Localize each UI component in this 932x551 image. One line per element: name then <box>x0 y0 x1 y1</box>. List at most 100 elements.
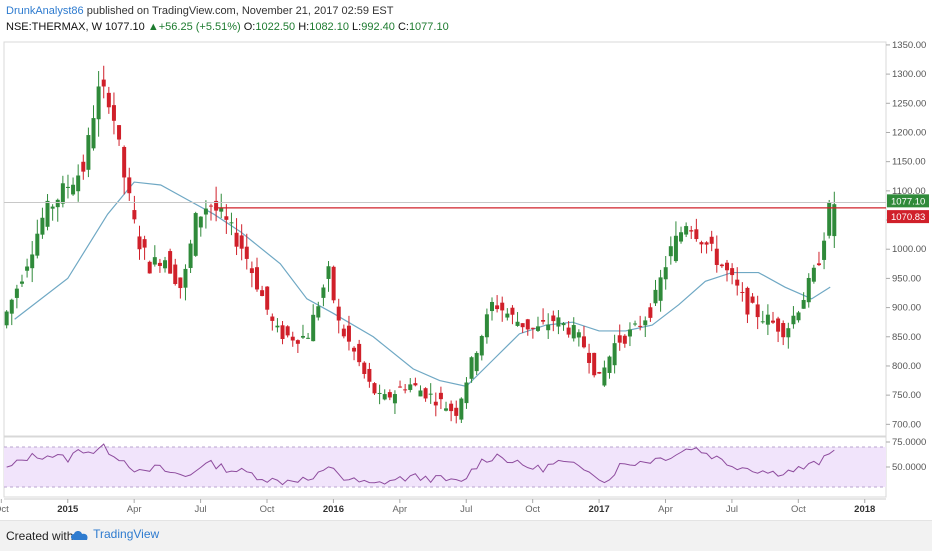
candle-body <box>152 257 157 265</box>
candle-body <box>45 200 50 227</box>
candle-body <box>781 323 786 338</box>
candle-body <box>725 262 730 271</box>
candle-body <box>168 251 173 274</box>
candle-body <box>398 386 403 388</box>
resistance-tag-bg <box>887 210 929 224</box>
candle-body <box>290 336 295 341</box>
candle-body <box>311 314 316 342</box>
candle-body <box>617 335 622 343</box>
candle-body <box>127 177 132 194</box>
candle-body <box>587 352 592 363</box>
candle-body <box>633 323 638 325</box>
change-value: +56.25 (+5.51%) <box>158 21 241 33</box>
candle-body <box>265 286 270 310</box>
footer-bar: Created with TradingView <box>0 520 932 551</box>
candle-body <box>86 135 91 170</box>
candle-body <box>331 266 336 301</box>
time-tick-label: Jul <box>460 504 472 515</box>
candle-body <box>163 260 168 269</box>
candle-body <box>403 389 408 391</box>
candle-body <box>530 327 535 329</box>
candle-body <box>699 242 704 245</box>
candle-body <box>459 398 464 420</box>
candle-body <box>111 105 116 121</box>
candle-body <box>449 403 454 412</box>
rsi-tick-label: 75.0000 <box>892 437 926 448</box>
candle-body <box>806 277 811 303</box>
candle-body <box>117 125 122 140</box>
candle-body <box>827 202 832 236</box>
candle-body <box>668 246 673 257</box>
candle-body <box>500 302 505 311</box>
candle-body <box>535 326 540 331</box>
price-tick-label: 850.00 <box>892 332 921 343</box>
price-tick-label: 1100.00 <box>892 186 926 197</box>
candle-body <box>561 323 566 326</box>
rsi-tick-label: 50.0000 <box>892 462 926 473</box>
candle-body <box>770 320 775 323</box>
candle-body <box>776 318 781 332</box>
candle-body <box>643 320 648 326</box>
candle-body <box>81 161 86 172</box>
tradingview-brand: TradingView <box>93 527 160 541</box>
candle-body <box>454 407 459 416</box>
candle-body <box>326 266 331 279</box>
candle-body <box>576 332 581 338</box>
price-tick-label: 750.00 <box>892 390 921 401</box>
candle-body <box>285 326 290 336</box>
candle-body <box>14 288 19 298</box>
close-label: C: <box>397 21 409 33</box>
candle-body <box>505 313 510 318</box>
candle-body <box>387 392 392 398</box>
candle-body <box>551 315 556 322</box>
candle-body <box>244 246 249 259</box>
candle-body <box>653 289 658 304</box>
candle-body <box>275 325 280 328</box>
candle-body <box>392 394 397 404</box>
candle-body <box>198 216 203 228</box>
candle-body <box>444 408 449 411</box>
candle-body <box>597 372 602 374</box>
candle-body <box>122 146 127 178</box>
chart-canvas[interactable]: 700.00 750.00 800.00 850.00 900.00 950.00 1000… <box>0 0 932 520</box>
last-price: 1077.10 <box>105 21 145 33</box>
created-with-text: Created with <box>6 529 74 543</box>
candle-body <box>745 287 750 315</box>
low-label: L: <box>352 21 362 33</box>
candle-body <box>9 299 14 314</box>
up-arrow-icon: ▲ <box>147 21 159 33</box>
high-value: 1082.10 <box>309 21 349 33</box>
candle-body <box>423 388 428 399</box>
candle-body <box>592 352 597 376</box>
candle-body <box>765 314 770 325</box>
tradingview-logo[interactable]: TradingView <box>70 527 159 541</box>
time-tick-label: Jul <box>195 504 207 515</box>
candle-body <box>300 335 305 338</box>
candle-body <box>60 183 65 204</box>
candle-body <box>433 401 438 406</box>
candle-body <box>602 367 607 386</box>
candle-body <box>418 390 423 397</box>
time-tick-label: 2018 <box>854 504 875 515</box>
price-tick-label: 1250.00 <box>892 98 926 109</box>
candle-body <box>270 316 275 321</box>
candle-body <box>352 347 357 352</box>
candle-body <box>147 261 152 274</box>
candle-body <box>786 328 791 338</box>
candle-body <box>219 207 224 212</box>
price-tick-label: 800.00 <box>892 361 921 372</box>
candle-body <box>525 319 530 330</box>
candle-body <box>673 235 678 262</box>
candle-body <box>413 383 418 386</box>
candle-body <box>357 343 362 363</box>
open-label: O: <box>243 21 256 33</box>
price-tick-label: 900.00 <box>892 303 921 314</box>
author-link[interactable]: DrunkAnalyst86 <box>6 5 84 17</box>
candle-body <box>71 184 76 195</box>
close-value: 1077.10 <box>408 21 449 33</box>
candle-body <box>173 264 178 285</box>
candle-body <box>816 263 821 266</box>
candle-body <box>4 311 9 326</box>
candle-body <box>571 325 576 339</box>
candle-body <box>464 382 469 404</box>
